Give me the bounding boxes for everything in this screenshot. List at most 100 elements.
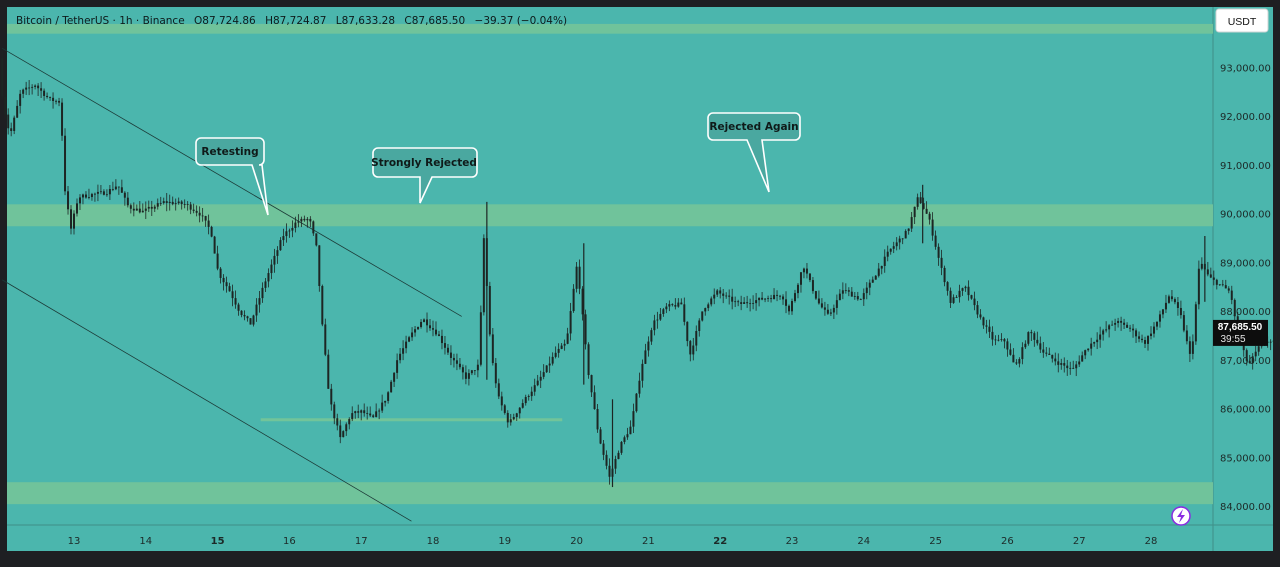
candle-body — [1185, 330, 1188, 342]
candle-body — [820, 303, 823, 308]
open-value: O87,724.86 — [194, 15, 256, 27]
lightning-icon[interactable] — [1171, 506, 1191, 526]
candle-body — [554, 352, 557, 357]
candle-body — [614, 459, 617, 469]
candle-body — [288, 230, 291, 232]
candle-body — [168, 201, 171, 203]
candle-body — [994, 339, 997, 341]
candle-body — [1278, 341, 1280, 344]
candle-body — [372, 415, 375, 417]
candle-body — [937, 246, 940, 258]
candle-body — [246, 316, 249, 319]
candle-body — [375, 411, 378, 417]
candle-body — [746, 302, 749, 304]
x-tick-label: 15 — [211, 536, 225, 547]
candle-body — [1233, 299, 1236, 317]
callout-retesting[interactable]: Retesting — [195, 137, 269, 216]
candle-body — [515, 413, 518, 418]
candle-body — [1087, 348, 1090, 351]
symbol-label[interactable]: Bitcoin / TetherUS · 1h · Binance — [16, 15, 185, 27]
currency-button-bg[interactable] — [1215, 8, 1269, 33]
candle-body — [725, 295, 728, 297]
candle-body — [1000, 339, 1003, 340]
candle-body — [680, 302, 683, 305]
plot-area[interactable] — [7, 7, 1213, 525]
candle-body — [518, 407, 521, 414]
candle-body — [255, 304, 258, 316]
candle-body — [1245, 350, 1248, 361]
candle-body — [396, 360, 399, 373]
candle-body — [455, 360, 458, 364]
candle-body — [327, 354, 330, 389]
candle-body — [913, 206, 916, 218]
candle-body — [814, 291, 817, 299]
candle-body — [644, 350, 647, 364]
candle-body — [1027, 332, 1030, 344]
zone-support — [7, 482, 1213, 505]
candle-body — [829, 312, 832, 314]
candle-body — [249, 318, 252, 325]
candle-body — [928, 213, 931, 220]
candle-body — [488, 285, 491, 335]
currency-button[interactable]: USDT — [1215, 8, 1269, 33]
candle-body — [548, 363, 551, 366]
candle-body — [880, 265, 883, 269]
currency-button-label[interactable]: USDT — [1228, 16, 1257, 28]
candle-body — [638, 380, 641, 394]
candle-body — [689, 341, 692, 355]
candle-body — [620, 441, 623, 453]
candle-body — [575, 266, 578, 289]
candle-body — [4, 96, 7, 115]
candle-body — [309, 218, 312, 222]
candle-body — [49, 97, 52, 98]
candle-body — [381, 402, 384, 411]
candle-body — [1030, 332, 1033, 334]
candle-body — [916, 197, 919, 207]
candle-body — [785, 299, 788, 306]
candle-body — [698, 320, 701, 331]
candle-body — [1135, 330, 1138, 337]
time-axis[interactable] — [7, 525, 1273, 551]
candle-body — [96, 191, 99, 194]
candle-body — [599, 429, 602, 444]
callout-rejected-again[interactable]: Rejected Again — [707, 112, 801, 193]
candle-body — [524, 396, 527, 404]
candle-body — [832, 307, 835, 313]
callout-strongly-rejected[interactable]: Strongly Rejected — [371, 147, 478, 204]
candle-body — [856, 296, 859, 300]
candle-body — [73, 213, 75, 229]
candle-body — [312, 221, 315, 234]
candle-body — [976, 305, 979, 315]
candle-body — [659, 313, 662, 320]
candle-body — [635, 393, 638, 412]
x-tick-label: 18 — [427, 536, 440, 547]
candle-body — [569, 311, 572, 334]
candle-body — [1275, 340, 1278, 342]
candle-body — [749, 303, 752, 305]
candle-body — [539, 376, 542, 381]
candle-body — [156, 203, 159, 207]
candle-body — [838, 293, 841, 301]
candle-body — [862, 293, 865, 300]
x-tick-label: 17 — [355, 536, 368, 547]
candle-body — [28, 87, 31, 89]
header-ohlc: Bitcoin / TetherUS · 1h · Binance O87,72… — [16, 15, 567, 27]
candle-body — [817, 298, 820, 304]
candle-body — [240, 310, 243, 316]
candle-body — [853, 296, 856, 297]
candle-body — [782, 296, 785, 300]
candle-body — [686, 321, 689, 342]
candle-body — [530, 391, 533, 397]
price-axis[interactable] — [1213, 7, 1273, 525]
candle-body — [369, 413, 372, 416]
candle-body — [1170, 296, 1173, 300]
candle-body — [1242, 343, 1245, 351]
candle-body — [390, 381, 393, 393]
candle-body — [1209, 274, 1212, 278]
candle-body — [321, 286, 324, 325]
y-tick-label: 93,000.00 — [1220, 63, 1271, 74]
candle-body — [351, 413, 354, 420]
candle-body — [1254, 351, 1257, 357]
